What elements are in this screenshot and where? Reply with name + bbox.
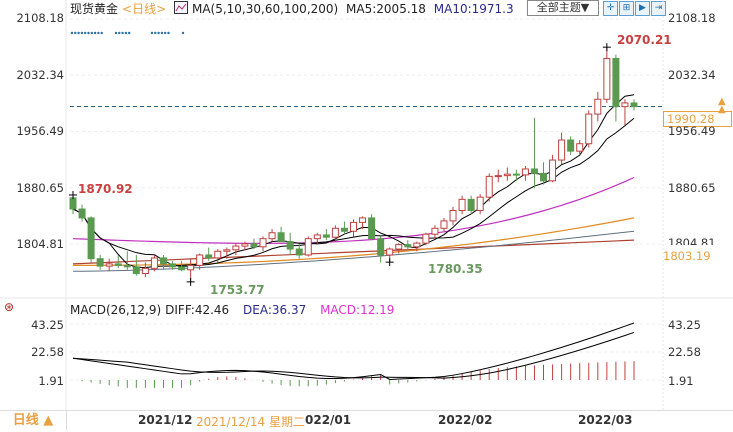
ma-settings-icon[interactable] bbox=[173, 1, 188, 14]
annotation-low-1: 1753.77 bbox=[210, 283, 265, 297]
x-label: 2022/03 bbox=[578, 413, 633, 427]
y-label-right: 2032.34 bbox=[668, 68, 716, 82]
period-toggle-button[interactable]: 日线 ▲ bbox=[0, 411, 67, 430]
period-label[interactable]: <日线> bbox=[122, 2, 167, 16]
macd-value: MACD:12.19 bbox=[320, 303, 395, 317]
macd-y-label-left: 43.25 bbox=[31, 318, 64, 332]
zoom-out-icon[interactable]: ▶ bbox=[635, 1, 650, 16]
zoom-in-icon[interactable]: ⊞ bbox=[619, 1, 634, 16]
ma-params: MA(5,10,30,60,100,200) bbox=[191, 2, 339, 16]
dea-value: DEA:36.37 bbox=[243, 303, 307, 317]
ma5-value: MA5:2005.18 bbox=[346, 2, 426, 16]
macd-y-label-right: 22.58 bbox=[668, 345, 701, 359]
annotation-high-left: 1870.92 bbox=[78, 182, 133, 196]
y-label-left: 2032.34 bbox=[16, 68, 64, 82]
move-right-icon[interactable]: ⇥ bbox=[651, 1, 666, 16]
macd-y-label-left: 22.58 bbox=[31, 345, 64, 359]
y-label-right: 1956.49 bbox=[668, 124, 716, 138]
chart-header: 现货黄金 <日线> MA(5,10,30,60,100,200) MA5:2005… bbox=[70, 1, 518, 17]
x-label: 2022/02 bbox=[438, 413, 493, 427]
ma10-value: MA10:1971.3 bbox=[433, 2, 514, 16]
annotation-low-2: 1780.35 bbox=[428, 262, 483, 276]
time-axis-bar bbox=[0, 410, 733, 432]
cursor-date-label: 2021/12/14 星期二 bbox=[196, 415, 305, 429]
ma-value-tag: 1803.19 bbox=[663, 249, 711, 263]
settings-gear-icon[interactable]: ⊛ bbox=[4, 300, 15, 314]
x-label: 2021/12 bbox=[138, 413, 193, 427]
macd-title: MACD(26,12,9) bbox=[70, 303, 162, 317]
instrument-name: 现货黄金 bbox=[70, 2, 119, 16]
y-label-right: 1880.65 bbox=[668, 181, 716, 195]
annotation-high-right: 2070.21 bbox=[617, 33, 672, 47]
scroll-up-icon[interactable]: ▲ ▲ bbox=[718, 96, 726, 115]
macd-header: MACD(26,12,9) DIFF:42.46 DEA:36.37 MACD:1… bbox=[70, 303, 404, 317]
macd-y-label-right: 43.25 bbox=[668, 318, 701, 332]
y-label-left: 2108.18 bbox=[16, 11, 64, 25]
macd-y-label-right: 1.91 bbox=[668, 374, 694, 388]
macd-y-label-left: 1.91 bbox=[38, 374, 64, 388]
crosshair-icon[interactable]: ✛ bbox=[603, 1, 618, 16]
y-label-left: 1956.49 bbox=[16, 124, 64, 138]
y-label-left: 1804.81 bbox=[16, 237, 64, 251]
y-label-right: 2108.18 bbox=[668, 11, 716, 25]
y-label-right: 1804.81 bbox=[668, 236, 716, 245]
theme-select[interactable]: 全部主题▼ bbox=[527, 0, 599, 16]
y-label-left: 1880.65 bbox=[16, 181, 64, 195]
diff-value: DIFF:42.46 bbox=[165, 303, 230, 317]
x-label: 022/01 bbox=[305, 413, 352, 427]
current-price-tag: 1990.28 bbox=[663, 111, 732, 127]
